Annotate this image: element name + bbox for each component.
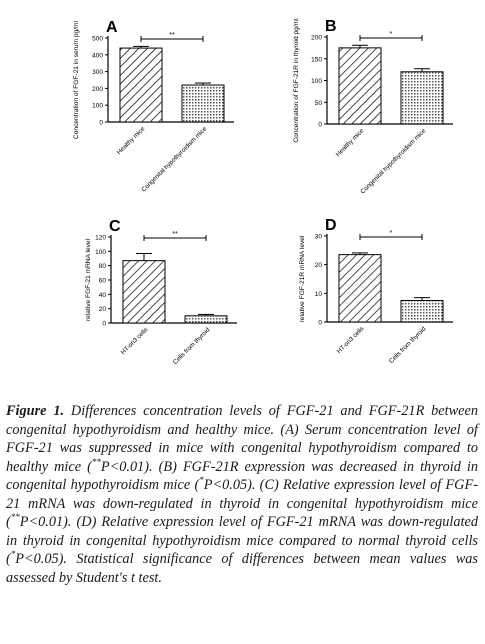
y-tick-label-a: 400 <box>92 52 103 59</box>
bar-b-1 <box>338 47 382 125</box>
y-tick-label-d: 0 <box>318 320 322 327</box>
bar-a-1 <box>119 47 163 123</box>
caption-text-1: Differences concentration levels of FGF-… <box>6 403 478 475</box>
bar-d-2 <box>400 300 444 323</box>
y-tick-label-b: 0 <box>318 122 322 129</box>
y-tick-label-a: 500 <box>92 36 103 43</box>
y-axis-label-a: Concentration of FGF-21 in serum pg/ml <box>73 20 80 139</box>
y-tick-label-d: 30 <box>315 234 323 241</box>
category-label-a-2: Congenital hypothyroidism mice <box>140 125 208 193</box>
y-tick-label-b: 100 <box>311 78 322 85</box>
y-axis-label-c: relative FGF-21 mRNA level <box>85 238 92 321</box>
bar-a-2 <box>181 84 225 123</box>
caption-label: Figure 1. <box>6 403 65 419</box>
y-axis-label-d: relative FGF-21R mRNA level <box>299 235 306 322</box>
y-tick-label-c: 40 <box>99 292 107 299</box>
category-label-d-1: HT-ori3 cells <box>336 325 366 355</box>
y-tick-label-d: 20 <box>315 262 323 269</box>
category-label-d-2: Cells from thyroid <box>388 325 428 365</box>
y-tick-label-a: 0 <box>99 120 103 127</box>
caption-sig-2: * <box>199 475 204 486</box>
panel-a: A 0 100 200 300 400 500 Concentration of FGF-21… <box>73 19 234 194</box>
y-tick-label-b: 50 <box>315 100 323 107</box>
y-tick-label-a: 200 <box>92 86 103 93</box>
y-tick-label-d: 10 <box>315 291 323 298</box>
category-label-b-2: Congenital hypothyroidism mice <box>359 127 427 195</box>
caption-text-2: P<0.01). (B) FGF-21R expression was decr… <box>6 458 478 494</box>
y-tick-label-a: 300 <box>92 69 103 76</box>
y-tick-label-c: 0 <box>102 321 106 328</box>
panel-label-c: C <box>109 218 121 235</box>
bar-c-1 <box>122 260 166 324</box>
figure-caption: Figure 1. Differences concentration leve… <box>6 402 478 587</box>
bar-b-2 <box>400 71 444 125</box>
bar-c-2 <box>184 315 228 324</box>
caption-text-3: P<0.05). (C) Relative expression level o… <box>6 477 478 530</box>
y-tick-label-c: 80 <box>99 263 107 270</box>
panel-label-a: A <box>106 19 118 36</box>
y-tick-label-b: 200 <box>311 35 322 42</box>
y-tick-label-c: 60 <box>99 278 107 285</box>
significance-label-c: ** <box>172 231 178 238</box>
y-tick-label-a: 100 <box>92 103 103 110</box>
caption-sig-4: * <box>10 549 16 560</box>
y-tick-label-c: 100 <box>95 249 106 256</box>
y-tick-label-c: 20 <box>99 306 107 313</box>
category-label-c-2: Cells from thyroid <box>172 326 212 366</box>
y-axis-label-b: Concentration of FGF-21R in thyroid pg/m… <box>293 18 300 143</box>
significance-label-b: * <box>390 31 393 38</box>
y-tick-label-b: 150 <box>311 56 322 63</box>
caption-text-4: P<0.01). (D) Relative expression level o… <box>6 514 478 567</box>
caption-sig-1: ** <box>91 456 101 467</box>
category-label-c-1: HT-ori3 cells <box>120 326 150 356</box>
panel-label-d: D <box>325 217 337 234</box>
significance-label-d: * <box>390 230 393 237</box>
category-label-b-1: Healthy mice <box>335 127 366 158</box>
significance-label-a: ** <box>169 32 175 39</box>
panel-b: B 0 50 100 150 200 Concentration of FGF-21R in… <box>293 18 453 196</box>
panel-label-b: B <box>325 18 337 35</box>
category-label-a-1: Healthy mice <box>116 125 147 156</box>
caption-sig-3: ** <box>10 512 20 523</box>
bar-d-1 <box>338 254 382 323</box>
panel-d: D 0 10 20 30 relative FGF-21R mRNA level HT-or… <box>299 217 453 365</box>
y-tick-label-c: 120 <box>95 235 106 242</box>
caption-text-5: P<0.05). Statistical significance of dif… <box>6 551 478 586</box>
